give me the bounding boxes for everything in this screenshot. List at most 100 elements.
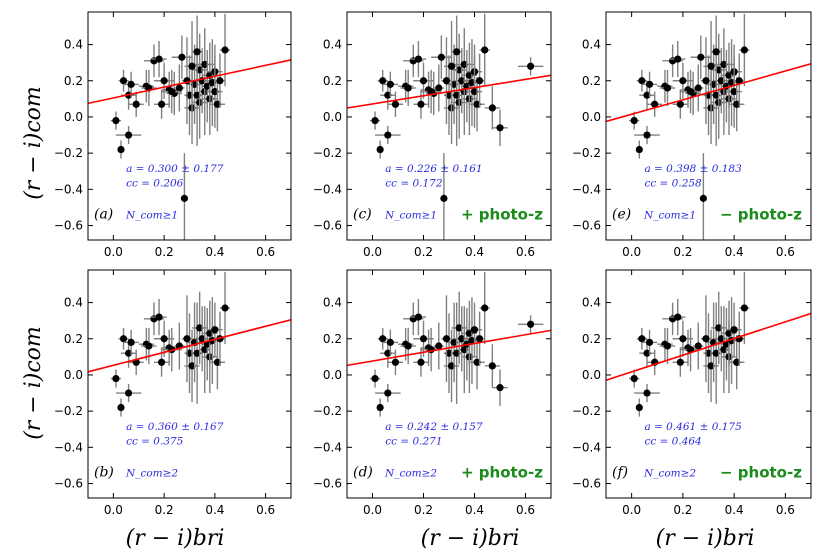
fit-line — [606, 312, 811, 381]
data-point — [670, 298, 686, 336]
data-point — [636, 69, 647, 92]
point-marker — [190, 80, 199, 88]
point-marker — [435, 342, 443, 350]
point-marker — [630, 374, 638, 383]
point-marker — [715, 324, 723, 332]
data-point — [219, 271, 231, 345]
axes-frame — [346, 269, 552, 499]
point-marker — [145, 342, 153, 350]
y-tick-label: 0.4 — [582, 38, 601, 52]
fit-line — [606, 63, 811, 123]
axes-frame — [346, 11, 552, 241]
y-tick-label: −0.4 — [572, 182, 601, 196]
point-marker — [651, 100, 659, 108]
point-marker — [379, 77, 387, 85]
point-marker — [203, 82, 211, 90]
data-point — [376, 140, 384, 159]
plot-area — [606, 13, 811, 240]
point-marker — [740, 46, 748, 54]
data-point — [209, 77, 226, 132]
point-marker — [404, 84, 412, 92]
point-marker — [376, 403, 384, 412]
data-point — [199, 306, 210, 394]
data-point — [153, 62, 175, 99]
data-point — [469, 335, 485, 390]
point-marker — [185, 349, 194, 357]
point-marker — [460, 346, 468, 354]
data-point — [431, 35, 452, 79]
x-tick-label: 0.2 — [673, 503, 692, 517]
point-marker — [419, 77, 428, 85]
point-marker — [193, 91, 201, 99]
point-marker — [384, 389, 392, 397]
point-marker — [630, 116, 638, 125]
data-point — [672, 320, 694, 357]
data-point — [376, 398, 384, 417]
point-marker — [379, 335, 387, 343]
point-marker — [391, 358, 400, 366]
data-point — [726, 39, 737, 126]
y-tick-label: −0.4 — [313, 440, 342, 454]
point-marker — [447, 362, 456, 370]
data-point — [413, 320, 434, 357]
point-marker — [201, 346, 209, 354]
data-point — [161, 69, 182, 114]
point-marker — [157, 358, 166, 366]
y-tick-label: 0.0 — [323, 368, 342, 382]
data-point — [700, 295, 712, 383]
data-point — [410, 40, 427, 78]
point-marker — [447, 62, 456, 70]
data-point — [700, 37, 712, 125]
data-point — [670, 40, 686, 78]
data-point — [123, 329, 139, 356]
point-marker — [488, 362, 496, 370]
data-point — [151, 298, 167, 336]
y-tick-label: 0.4 — [64, 296, 83, 310]
point-marker — [453, 91, 461, 99]
data-point — [123, 71, 139, 98]
data-point — [110, 111, 121, 130]
data-point — [693, 322, 704, 370]
point-marker — [676, 100, 684, 108]
data-point — [118, 327, 129, 350]
x-tick-label: 0.0 — [363, 503, 382, 517]
data-point — [721, 308, 732, 381]
point-marker — [132, 100, 140, 108]
x-tick-label: 0.6 — [516, 503, 535, 517]
point-marker — [712, 48, 720, 56]
axes-frame — [605, 11, 812, 241]
point-marker — [442, 77, 451, 85]
point-marker — [470, 326, 479, 334]
x-tick-label: 0.6 — [776, 245, 795, 259]
point-marker — [168, 88, 176, 96]
x-tick-label: 0.6 — [256, 503, 275, 517]
x-tick-label: 0.6 — [776, 503, 795, 517]
point-marker — [201, 60, 209, 69]
point-marker — [450, 80, 458, 88]
data-point — [420, 69, 442, 114]
point-marker — [465, 71, 473, 79]
point-marker — [188, 362, 196, 370]
point-marker — [715, 66, 723, 74]
point-marker — [720, 346, 728, 354]
data-point — [466, 39, 478, 126]
data-point — [517, 57, 544, 76]
y-tick-label: 0.2 — [64, 74, 83, 88]
point-marker — [733, 358, 741, 366]
x-tick-label: 0.4 — [725, 245, 744, 259]
point-marker — [386, 80, 394, 88]
y-tick-label: −0.6 — [572, 219, 601, 233]
y-tick-label: 0.2 — [582, 332, 601, 346]
x-tick-label: 0.4 — [205, 245, 224, 259]
data-point — [672, 347, 688, 377]
point-marker — [211, 326, 219, 334]
data-point — [680, 69, 701, 114]
axes-frame — [87, 11, 292, 241]
data-point — [635, 398, 643, 417]
y-tick-label: −0.4 — [313, 182, 342, 196]
point-marker — [157, 100, 166, 108]
data-point — [174, 322, 185, 370]
data-point — [729, 77, 745, 132]
point-marker — [160, 335, 168, 343]
data-point — [721, 300, 737, 366]
